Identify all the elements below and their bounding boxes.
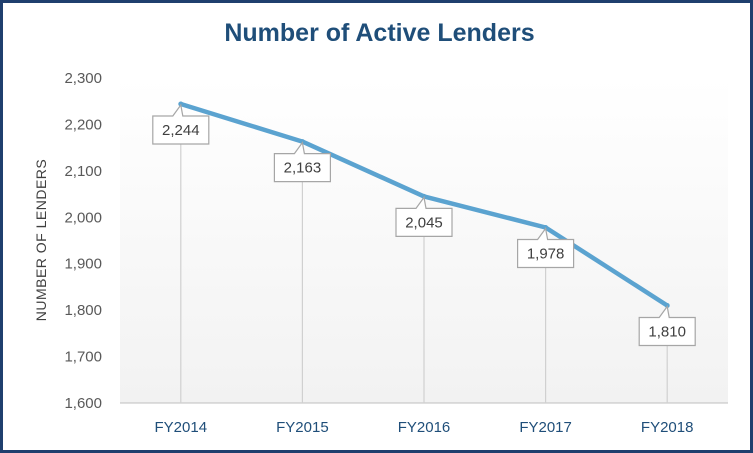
data-label-box: [152, 103, 210, 145]
data-label-callout: 1,810: [638, 305, 696, 347]
data-label-callout: 2,045: [395, 195, 453, 237]
x-tick-label: FY2017: [519, 419, 572, 436]
data-label-callout: 2,163: [273, 141, 331, 183]
data-label: 1,978: [527, 246, 565, 263]
x-tick-label: FY2015: [276, 419, 329, 436]
y-tick-label: 1,900: [64, 256, 102, 273]
data-label-callout: 1,978: [517, 227, 575, 269]
data-label: 1,810: [648, 324, 686, 341]
x-tick-labels: FY2014 FY2015 FY2016 FY2017 FY2018: [155, 419, 694, 436]
y-axis-label: NUMBER OF LENDERS: [33, 159, 49, 322]
y-tick-label: 1,800: [64, 302, 102, 319]
y-tick-label: 2,300: [64, 70, 102, 87]
y-tick-label: 2,000: [64, 209, 102, 226]
x-tick-label: FY2016: [398, 419, 451, 436]
x-tick-label: FY2014: [155, 419, 208, 436]
data-label-box: [395, 195, 453, 237]
y-tick-label: 1,600: [64, 395, 102, 412]
data-label-box: [517, 227, 575, 269]
x-tick-label: FY2018: [641, 419, 694, 436]
data-label: 2,163: [284, 160, 322, 177]
data-label: 2,045: [405, 214, 443, 231]
data-label: 2,244: [162, 122, 200, 139]
data-label-box: [638, 305, 696, 347]
y-tick-label: 1,700: [64, 349, 102, 366]
chart-title: Number of Active Lenders: [224, 19, 535, 47]
y-tick-labels: 1,600 1,700 1,800 1,900 2,000 2,100 2,200 2,300: [64, 70, 102, 412]
data-labels: 2,244 2,163 2,045 1,978 1,810: [152, 103, 696, 347]
data-label-box: [273, 141, 331, 183]
y-tick-label: 2,100: [64, 163, 102, 180]
y-tick-label: 2,200: [64, 116, 102, 133]
data-label-callout: 2,244: [152, 103, 210, 145]
